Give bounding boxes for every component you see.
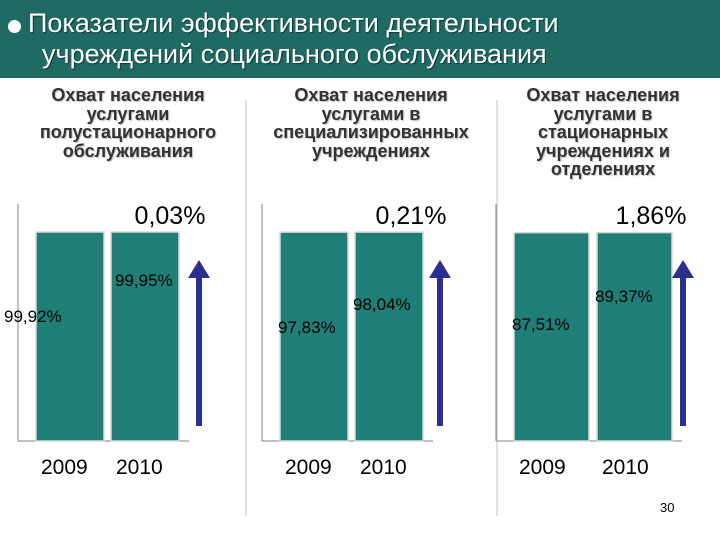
label-line: учреждениях (312, 140, 430, 161)
chart-2-tick-2010: 2010 (360, 456, 407, 479)
label-line: услугами (86, 103, 170, 124)
label-line: Охват населения (51, 85, 205, 105)
chart-3-growth-label: 1,86% (616, 202, 687, 230)
label-line: услугами в (321, 103, 421, 124)
chart-1-tick-2010: 2010 (116, 456, 163, 479)
label-line: специализированных (273, 122, 469, 142)
chart-3-growth-arrow-shaft (680, 274, 686, 426)
label-line: полустационарного (39, 122, 217, 142)
chart-2-tick-2009: 2009 (285, 456, 332, 479)
title-line-2: учреждений социального обслуживания (42, 39, 547, 69)
chart-1-growth-label: 0,03% (135, 202, 206, 230)
label-line: Охват населения (526, 85, 680, 105)
page-number: 30 (660, 500, 675, 515)
chart-1-bar-2010 (110, 231, 180, 442)
chart-2-bar-2009 (279, 231, 349, 442)
chart-1-bar-2009 (35, 231, 105, 442)
chart-3-bar-2009 (513, 231, 590, 442)
chart-3-tick-2009: 2009 (519, 456, 566, 479)
label-line: стационарных (537, 122, 669, 142)
title-banner: Показатели эффективности деятельности уч… (0, 0, 720, 78)
chart-1-growth-arrow-head (188, 260, 210, 278)
chart-3-data-label-2010: 89,37% (595, 287, 653, 306)
chart-1-data-label-2010: 99,95% (115, 271, 173, 290)
page-title: Показатели эффективности деятельности уч… (28, 8, 718, 70)
column-label-semi-stationary: Охват населения услугами полустационарно… (10, 86, 246, 160)
label-line: Охват населения (294, 85, 448, 105)
chart-2-growth-label: 0,21% (376, 202, 447, 230)
chart-3-bar-2010 (596, 231, 673, 442)
bullet-icon (8, 20, 21, 33)
label-line: обслуживания (62, 140, 194, 161)
chart-2-growth-arrow-shaft (437, 274, 443, 426)
chart-3-growth-arrow-head (672, 260, 694, 278)
chart-2-bar-2010 (354, 231, 424, 442)
column-label-specialized: Охват населения услугами в специализиров… (246, 86, 496, 160)
chart-1-data-label-2009: 99,92% (4, 307, 62, 326)
label-line: услугами в (553, 103, 653, 124)
chart-2-growth-arrow-head (429, 260, 451, 278)
chart-2-data-label-2009: 97,83% (278, 318, 336, 337)
chart-1-tick-2009: 2009 (41, 456, 88, 479)
chart-1-growth-arrow-shaft (196, 274, 202, 426)
label-line: учреждениях и (536, 140, 670, 161)
chart-2-data-label-2010: 98,04% (353, 295, 411, 314)
label-line: отделениях (550, 159, 656, 179)
title-line-1: Показатели эффективности деятельности (28, 8, 559, 38)
chart-3-data-label-2009: 87,51% (512, 315, 570, 334)
chart-3-tick-2010: 2010 (602, 456, 649, 479)
column-label-stationary: Охват населения услугами в стационарных … (498, 86, 708, 179)
